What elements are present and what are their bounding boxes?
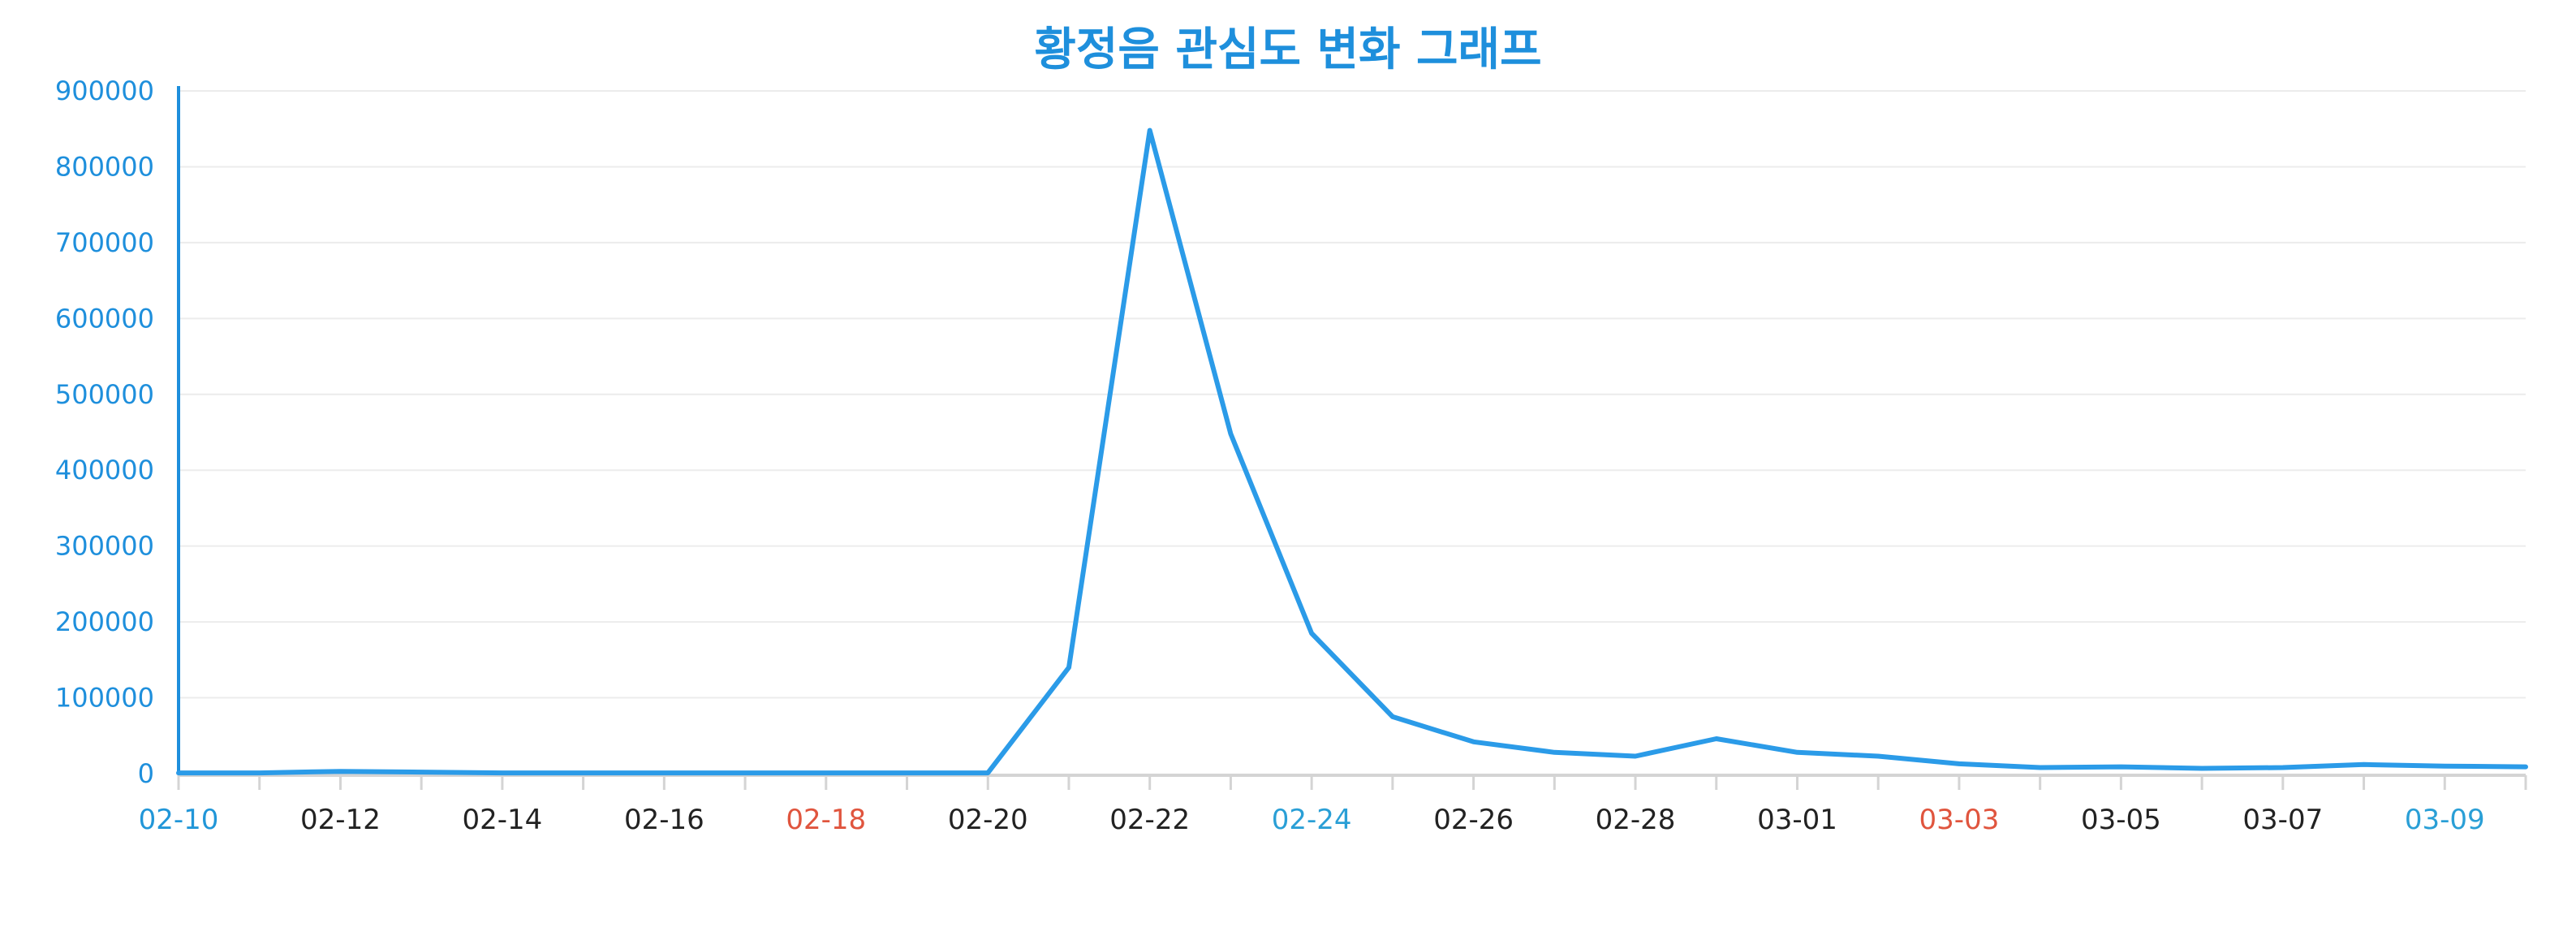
x-axis: 02-10 02-12 02-14 02-16 02-18 02-20 02-22 02-24… [139, 774, 2527, 836]
data-point [2281, 766, 2285, 770]
x-tick-label: 03-09 [2405, 804, 2485, 836]
data-point [985, 770, 990, 775]
data-point [1714, 736, 1719, 741]
data-point [1148, 128, 1152, 133]
y-tick-label: 300000 [55, 531, 154, 562]
x-tick-label: 02-20 [948, 804, 1028, 836]
x-tick-label: 02-22 [1109, 804, 1190, 836]
chart-title: 황정음 관심도 변화 그래프 [1034, 24, 1542, 76]
y-axis: 0 100000 200000 300000 400000 500000 600000 700… [55, 75, 180, 789]
data-point [824, 770, 829, 775]
y-tick-label: 700000 [55, 227, 154, 258]
y-tick-label: 0 [138, 758, 154, 789]
y-tick-label: 800000 [55, 151, 154, 182]
x-tick-label: 03-07 [2242, 804, 2323, 836]
y-tick-label: 200000 [55, 606, 154, 637]
y-tick-label: 900000 [55, 75, 154, 106]
data-point [257, 770, 262, 775]
x-tick-label: 02-18 [786, 804, 866, 836]
grid-lines [179, 90, 2526, 699]
x-tick-label: 03-03 [1919, 804, 2000, 836]
data-point [1471, 740, 1476, 744]
x-tick-label: 02-10 [139, 804, 219, 836]
data-point [176, 770, 181, 775]
series-layer [176, 127, 2528, 776]
y-tick-label: 400000 [55, 455, 154, 485]
y-tick-label: 500000 [55, 379, 154, 410]
data-point [338, 769, 342, 774]
data-point [419, 770, 424, 774]
data-point [2199, 766, 2204, 770]
x-tick-label: 02-28 [1596, 804, 1676, 836]
x-tick-label: 02-26 [1433, 804, 1514, 836]
data-point [1066, 665, 1071, 670]
y-tick-label: 600000 [55, 303, 154, 334]
x-tick-label: 02-14 [462, 804, 542, 836]
data-point [2038, 766, 2043, 770]
data-point [1390, 714, 1395, 719]
data-point [2523, 765, 2528, 770]
data-point [2362, 762, 2367, 767]
y-tick-label: 100000 [55, 683, 154, 714]
data-point [500, 770, 505, 775]
data-point [581, 770, 586, 775]
x-tick-label: 03-01 [1757, 804, 1837, 836]
data-point [1633, 754, 1638, 759]
data-point [1552, 750, 1557, 755]
data-point [905, 770, 910, 775]
data-point [1957, 761, 1962, 766]
data-point [1228, 431, 1233, 436]
data-point [1794, 750, 1799, 755]
series-line [176, 127, 2528, 776]
x-tick-label: 02-12 [300, 804, 381, 836]
data-point [743, 770, 747, 775]
data-point [2442, 764, 2447, 769]
data-point [1309, 631, 1314, 636]
x-tick-label: 02-24 [1272, 804, 1352, 836]
x-tick-label: 02-16 [624, 804, 704, 836]
data-point [1876, 754, 1880, 759]
data-point [661, 770, 666, 775]
x-tick-label: 03-05 [2081, 804, 2161, 836]
data-point [2118, 765, 2123, 770]
